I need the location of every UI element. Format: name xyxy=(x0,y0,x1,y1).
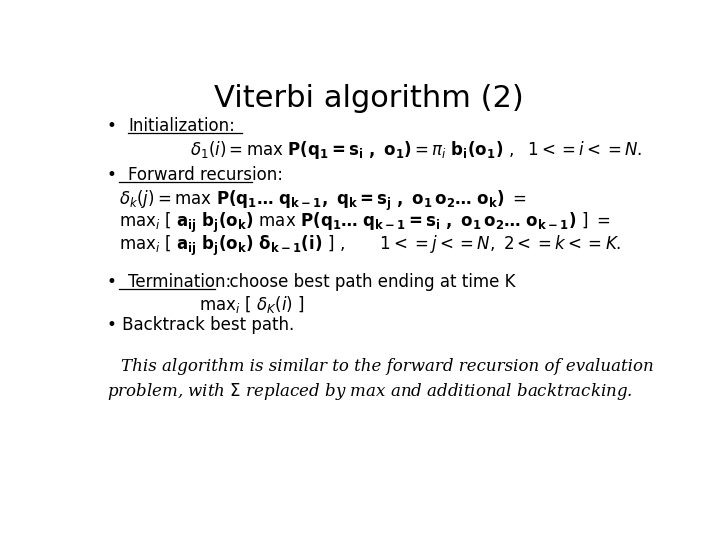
Text: Termination:: Termination: xyxy=(128,273,231,291)
Text: • Backtrack best path.: • Backtrack best path. xyxy=(107,316,294,334)
Text: •: • xyxy=(107,273,117,291)
Text: $\mathrm{max}_i\ [\ \mathbf{a_{ij}\ b_j(o_k)}\ \mathrm{max}\ \mathbf{P(q_1{\ldot: $\mathrm{max}_i\ [\ \mathbf{a_{ij}\ b_j(… xyxy=(119,211,611,235)
Text: $\mathrm{max}_i\ [\ \delta_K(i)\ ]$: $\mathrm{max}_i\ [\ \delta_K(i)\ ]$ xyxy=(199,294,305,315)
Text: $\delta_k(j) = \mathrm{max}\ \mathbf{P(q_1{\ldots}\ q_{k-1},\ q_k{=}s_j\ ,\ o_1\: $\delta_k(j) = \mathrm{max}\ \mathbf{P(q… xyxy=(119,188,527,213)
Text: $\mathrm{max}_i\ [\ \mathbf{a_{ij}\ b_j(o_k)\ \delta_{k-1}(i)}\ ]\ ,\quad\quad 1: $\mathrm{max}_i\ [\ \mathbf{a_{ij}\ b_j(… xyxy=(119,234,621,258)
Text: Viterbi algorithm (2): Viterbi algorithm (2) xyxy=(214,84,524,112)
Text: choose best path ending at time K: choose best path ending at time K xyxy=(220,273,516,291)
Text: •: • xyxy=(107,166,117,184)
Text: •: • xyxy=(107,117,117,135)
Text: This algorithm is similar to the forward recursion of evaluation: This algorithm is similar to the forward… xyxy=(121,358,654,375)
Text: problem, with $\Sigma$ replaced by max and additional backtracking.: problem, with $\Sigma$ replaced by max a… xyxy=(107,381,632,402)
Text: Initialization:: Initialization: xyxy=(128,117,235,135)
Text: $\delta_1(i) = \mathrm{max}\ \mathbf{P(q_1{=}s_i\ ,\ o_1)} = \pi_i\ \mathbf{b_i(: $\delta_1(i) = \mathrm{max}\ \mathbf{P(q… xyxy=(190,139,643,161)
Text: Forward recursion:: Forward recursion: xyxy=(128,166,283,184)
